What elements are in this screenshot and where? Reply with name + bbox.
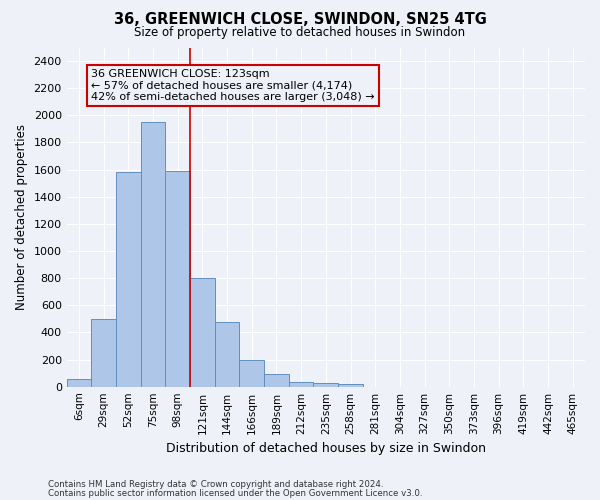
Bar (313, 384, 338, 386)
Bar (141, 122, 166, 386)
Bar (91, 319, 116, 386)
Bar (166, 171, 190, 386)
Text: 36, GREENWICH CLOSE, SWINDON, SN25 4TG: 36, GREENWICH CLOSE, SWINDON, SN25 4TG (113, 12, 487, 28)
Bar (190, 278, 215, 386)
Bar (239, 360, 264, 386)
Bar (116, 172, 141, 386)
Bar (215, 322, 239, 386)
Text: 36 GREENWICH CLOSE: 123sqm
← 57% of detached houses are smaller (4,174)
42% of s: 36 GREENWICH CLOSE: 123sqm ← 57% of deta… (91, 69, 375, 102)
Bar (264, 374, 289, 386)
X-axis label: Distribution of detached houses by size in Swindon: Distribution of detached houses by size … (166, 442, 486, 455)
Text: Size of property relative to detached houses in Swindon: Size of property relative to detached ho… (134, 26, 466, 39)
Bar (338, 384, 363, 386)
Text: Contains public sector information licensed under the Open Government Licence v3: Contains public sector information licen… (48, 488, 422, 498)
Y-axis label: Number of detached properties: Number of detached properties (15, 124, 28, 310)
Bar (67, 378, 91, 386)
Bar (289, 382, 313, 386)
Text: Contains HM Land Registry data © Crown copyright and database right 2024.: Contains HM Land Registry data © Crown c… (48, 480, 383, 489)
